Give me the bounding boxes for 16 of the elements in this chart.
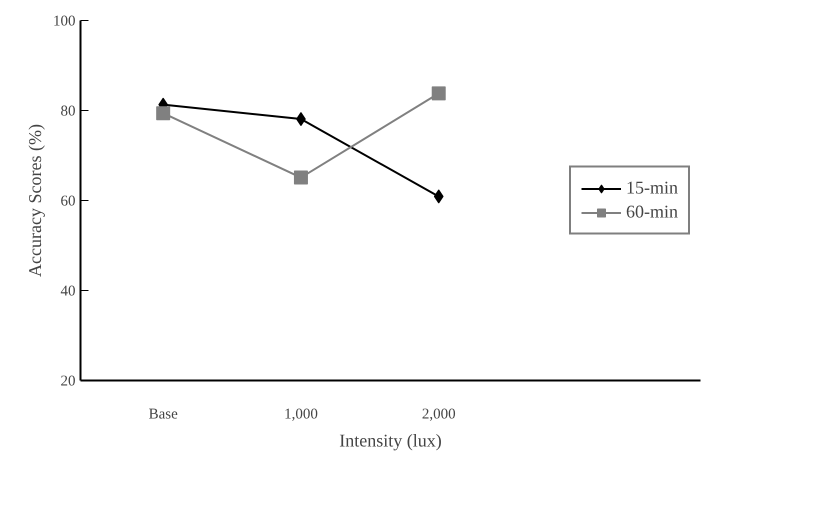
x-axis-title: Intensity (lux) [339,430,442,450]
x-tick-label: Base [148,406,178,422]
legend-label: 15-min [626,178,678,198]
point [434,189,444,204]
legend-label: 60-min [626,202,678,222]
y-tick-label: 80 [60,104,76,120]
x-tick-label: 1,000 [284,406,318,422]
point [294,170,308,185]
x-tick-label: 2,000 [422,406,456,422]
point [156,106,170,120]
y-tick-label: 60 [60,194,76,210]
y-axis-title: Accuracy Scores (%) [25,124,45,277]
point [432,86,446,100]
y-tick-label: 100 [53,14,76,30]
y-tick-label: 40 [60,284,76,300]
y-tick-label: 20 [60,374,76,390]
